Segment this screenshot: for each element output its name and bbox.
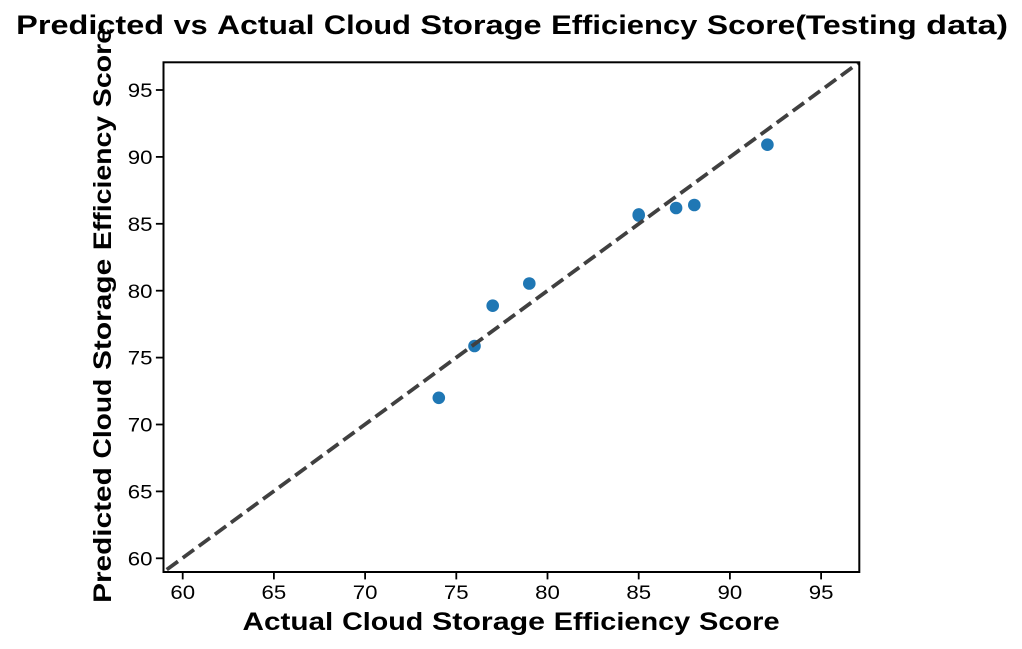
svg-text:85: 85 bbox=[128, 214, 153, 236]
svg-text:70: 70 bbox=[128, 415, 153, 437]
svg-text:65: 65 bbox=[128, 482, 153, 504]
svg-text:85: 85 bbox=[626, 582, 651, 604]
svg-text:75: 75 bbox=[444, 582, 469, 604]
svg-text:90: 90 bbox=[718, 582, 743, 604]
svg-text:60: 60 bbox=[128, 548, 153, 570]
svg-text:60: 60 bbox=[170, 582, 195, 604]
svg-text:80: 80 bbox=[535, 582, 560, 604]
svg-text:80: 80 bbox=[128, 281, 153, 303]
svg-text:70: 70 bbox=[353, 582, 378, 604]
svg-text:65: 65 bbox=[262, 582, 287, 604]
svg-text:95: 95 bbox=[128, 80, 153, 102]
svg-text:PredictedCloudStorageEfficienc: PredictedCloudStorageEfficiencyScore bbox=[89, 28, 117, 603]
svg-text:95: 95 bbox=[809, 582, 834, 604]
svg-text:75: 75 bbox=[128, 348, 153, 370]
svg-text:90: 90 bbox=[128, 147, 153, 169]
